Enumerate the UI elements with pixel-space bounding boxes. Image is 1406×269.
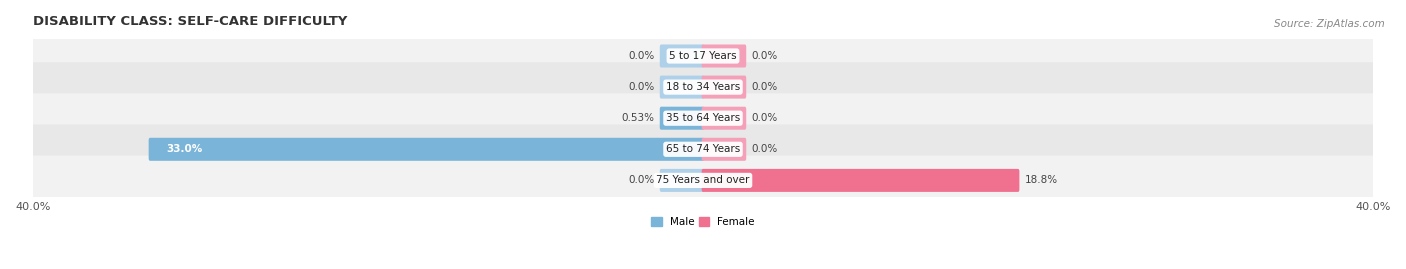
Text: 0.0%: 0.0% — [752, 113, 778, 123]
FancyBboxPatch shape — [659, 107, 704, 130]
FancyBboxPatch shape — [20, 31, 1386, 81]
FancyBboxPatch shape — [20, 155, 1386, 205]
Text: 18 to 34 Years: 18 to 34 Years — [666, 82, 740, 92]
FancyBboxPatch shape — [20, 62, 1386, 112]
FancyBboxPatch shape — [149, 138, 704, 161]
Text: 33.0%: 33.0% — [167, 144, 202, 154]
Text: 0.0%: 0.0% — [752, 144, 778, 154]
FancyBboxPatch shape — [702, 107, 747, 130]
FancyBboxPatch shape — [702, 44, 747, 68]
FancyBboxPatch shape — [702, 76, 747, 99]
FancyBboxPatch shape — [659, 76, 704, 99]
Legend: Male, Female: Male, Female — [651, 217, 755, 227]
FancyBboxPatch shape — [702, 169, 1019, 192]
Text: 0.0%: 0.0% — [628, 175, 654, 185]
Text: 18.8%: 18.8% — [1025, 175, 1057, 185]
FancyBboxPatch shape — [20, 125, 1386, 174]
FancyBboxPatch shape — [659, 169, 704, 192]
Text: 0.0%: 0.0% — [752, 82, 778, 92]
Text: 0.0%: 0.0% — [628, 51, 654, 61]
Text: DISABILITY CLASS: SELF-CARE DIFFICULTY: DISABILITY CLASS: SELF-CARE DIFFICULTY — [32, 15, 347, 28]
Text: 0.0%: 0.0% — [752, 51, 778, 61]
Text: Source: ZipAtlas.com: Source: ZipAtlas.com — [1274, 19, 1385, 29]
Text: 35 to 64 Years: 35 to 64 Years — [666, 113, 740, 123]
Text: 0.53%: 0.53% — [621, 113, 654, 123]
FancyBboxPatch shape — [20, 93, 1386, 143]
Text: 5 to 17 Years: 5 to 17 Years — [669, 51, 737, 61]
FancyBboxPatch shape — [702, 138, 747, 161]
FancyBboxPatch shape — [659, 44, 704, 68]
Text: 0.0%: 0.0% — [628, 82, 654, 92]
Text: 75 Years and over: 75 Years and over — [657, 175, 749, 185]
Text: 65 to 74 Years: 65 to 74 Years — [666, 144, 740, 154]
